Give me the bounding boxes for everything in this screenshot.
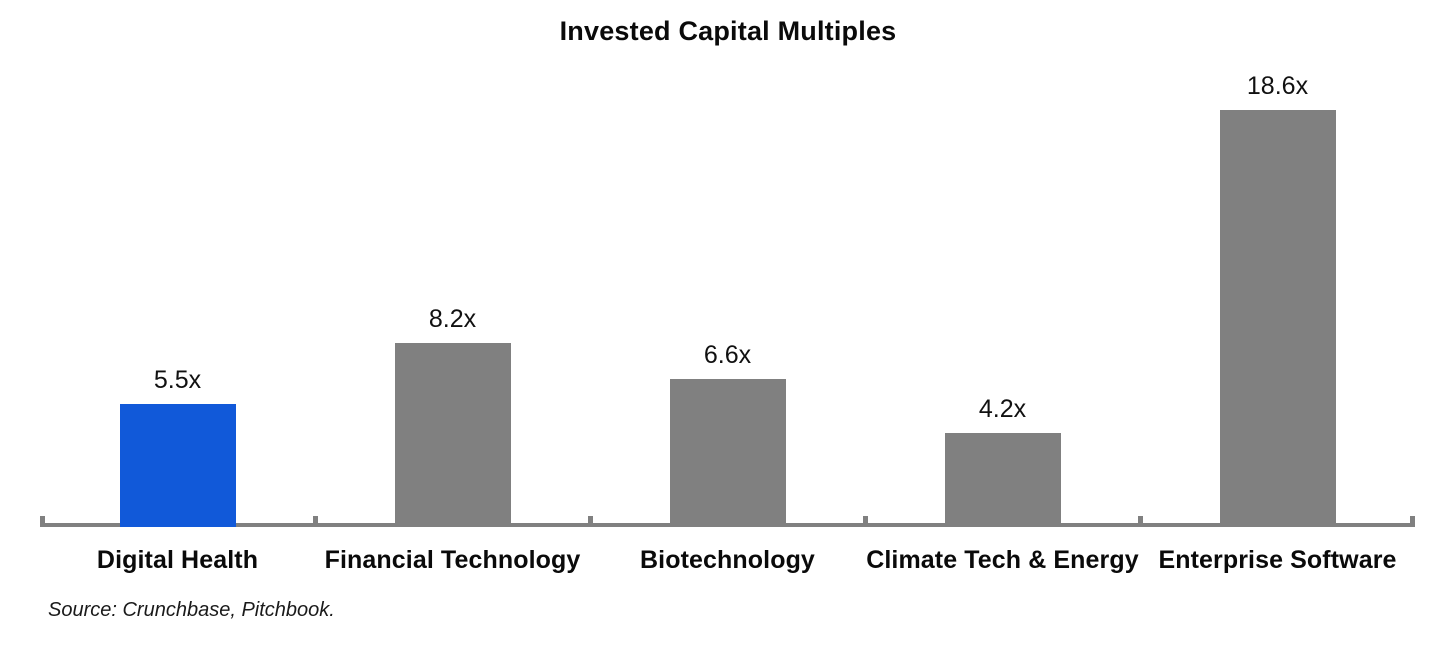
category-label-climate-tech-energy: Climate Tech & Energy <box>866 546 1139 574</box>
category-label-financial-technology: Financial Technology <box>324 546 581 574</box>
x-axis-tick <box>1410 516 1415 527</box>
bar-climate-tech-energy <box>944 433 1061 527</box>
chart-title: Invested Capital Multiples <box>559 16 897 46</box>
category-label-biotechnology: Biotechnology <box>640 546 815 574</box>
bar-financial-technology <box>394 343 511 527</box>
bar-enterprise-software <box>1219 110 1336 527</box>
bar-value-label-financial-technology: 8.2x <box>428 305 477 333</box>
x-axis-tick <box>1137 516 1143 527</box>
bar-value-label-climate-tech-energy: 4.2x <box>978 395 1027 423</box>
source-note: Source: Crunchbase, Pitchbook. <box>48 599 335 621</box>
bar-biotechnology <box>669 379 786 527</box>
x-axis-tick <box>312 516 318 527</box>
x-axis-tick <box>40 516 45 527</box>
x-axis-tick <box>587 516 593 527</box>
x-axis-tick <box>862 516 868 527</box>
category-label-digital-health: Digital Health <box>96 546 259 574</box>
bar-value-label-biotechnology: 6.6x <box>703 341 752 369</box>
bar-digital-health <box>119 404 236 527</box>
bar-value-label-digital-health: 5.5x <box>153 366 202 394</box>
category-label-enterprise-software: Enterprise Software <box>1158 546 1397 574</box>
bar-value-label-enterprise-software: 18.6x <box>1246 72 1309 100</box>
